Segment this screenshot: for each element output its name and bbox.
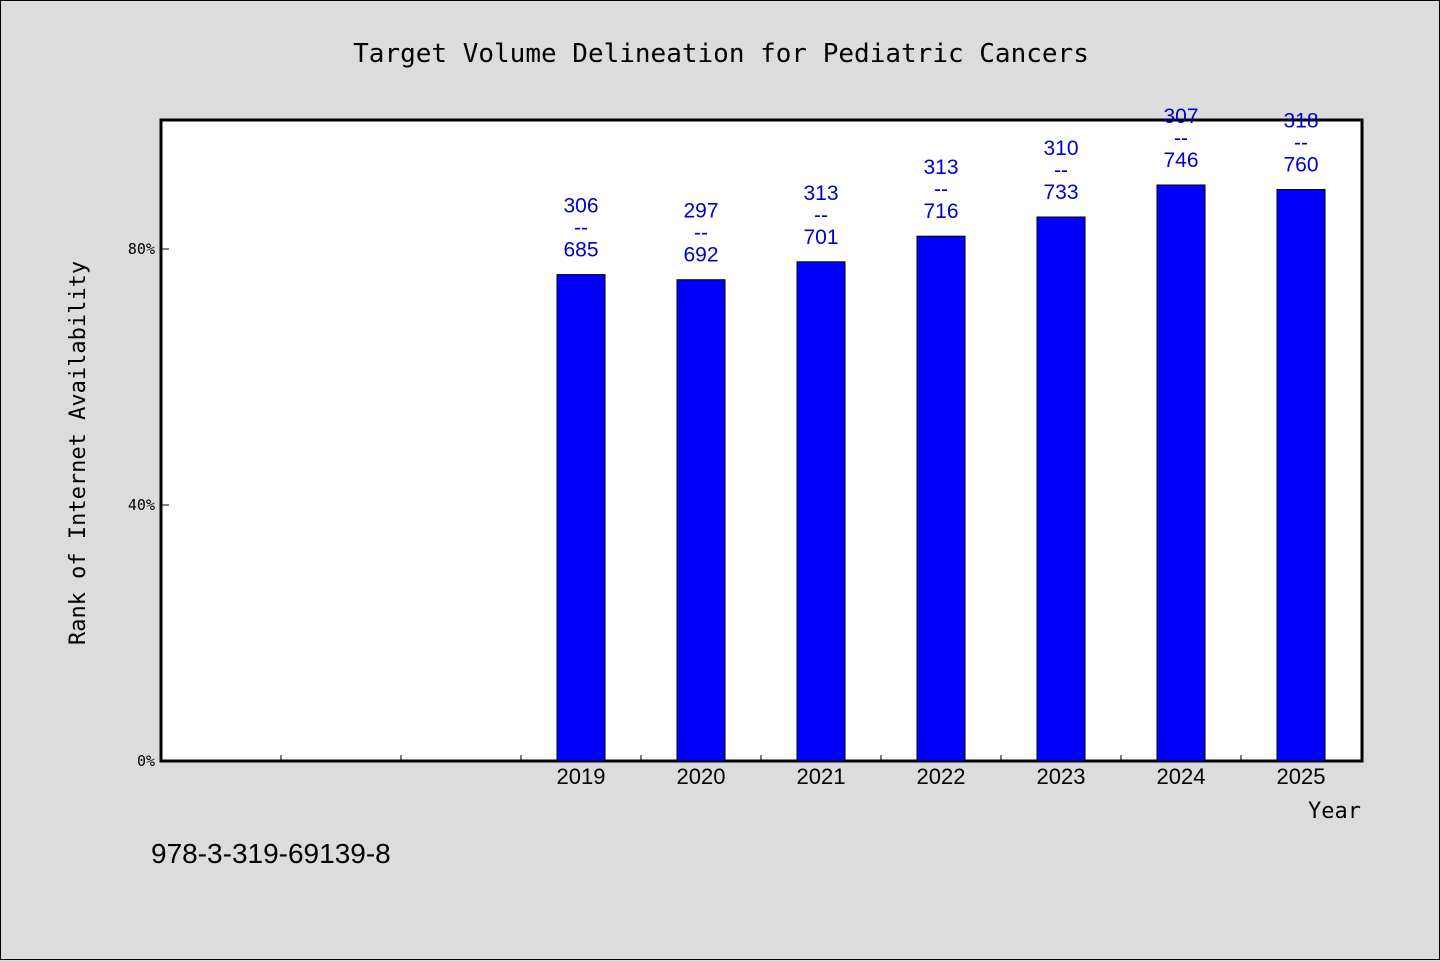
data-labels-group: 306 --685 297 --692 313 --701 313 --716 310 --733… [563, 105, 1318, 267]
x-tick-label: 2019 [557, 764, 606, 789]
y-axis: 0% 40% 80% [128, 240, 169, 770]
bar-2025 [1276, 188, 1326, 762]
x-tick-label: 2021 [797, 764, 846, 789]
data-label-2023: 310 --733 [1043, 137, 1078, 204]
x-tick-label: 2022 [917, 764, 966, 789]
x-tick-label: 2023 [1037, 764, 1086, 789]
footer-code: 978-3-319-69139-8 [151, 838, 391, 869]
x-axis: 2019 2020 2021 2022 2023 2024 2025 [280, 755, 1326, 789]
bar-2023 [1036, 216, 1086, 762]
data-label-2019: 306 --685 [563, 195, 598, 262]
y-tick-label: 40% [128, 496, 155, 514]
x-tick-label: 2025 [1277, 764, 1326, 789]
x-axis-label: Year [1308, 799, 1361, 824]
y-tick-label: 80% [128, 240, 155, 258]
bar-2020 [676, 279, 726, 762]
data-label-2022: 313 --716 [923, 156, 958, 223]
bar-2022 [916, 235, 966, 762]
bars-group [556, 184, 1326, 762]
chart-title: Target Volume Delineation for Pediatric … [353, 39, 1089, 69]
bar-2019 [556, 274, 606, 762]
x-tick-label: 2020 [677, 764, 726, 789]
data-label-2021: 313 --701 [803, 182, 838, 249]
data-label-2025: 318 --760 [1283, 109, 1318, 176]
bar-2024 [1156, 184, 1206, 762]
data-label-2020: 297 --692 [683, 200, 718, 267]
x-tick-label: 2024 [1157, 764, 1206, 789]
y-tick-label: 0% [137, 752, 155, 770]
bar-2021 [796, 261, 846, 762]
y-axis-label: Rank of Internet Availability [66, 261, 91, 645]
data-label-2024: 307 --746 [1163, 105, 1198, 172]
